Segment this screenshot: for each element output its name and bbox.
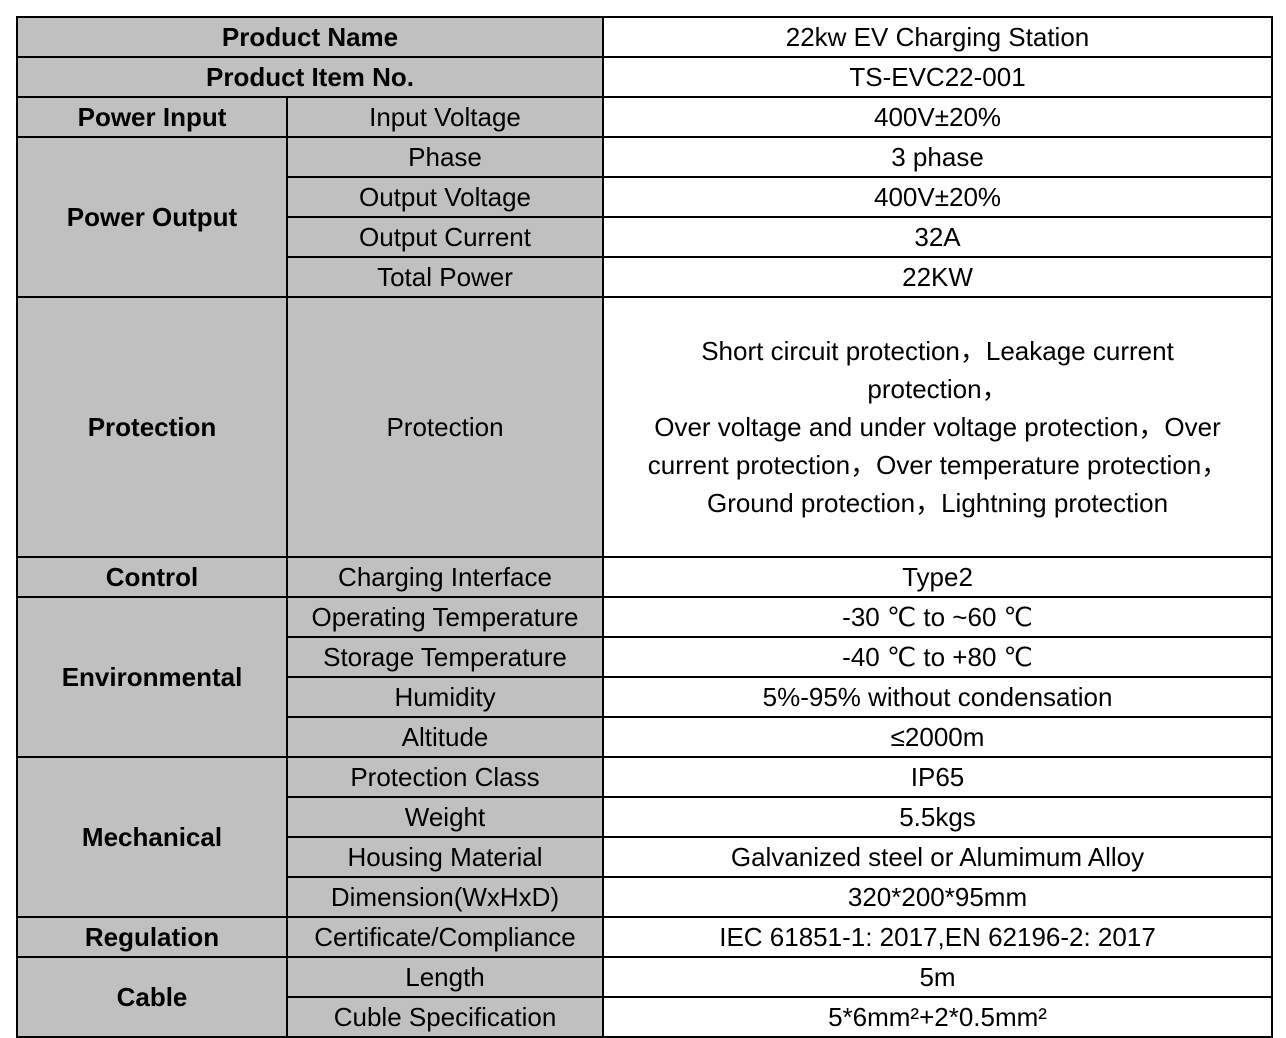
row-label: Output Voltage bbox=[285, 176, 605, 218]
category-cable: Cable bbox=[16, 956, 288, 1038]
row-label: Storage Temperature bbox=[285, 636, 605, 678]
category-power-output: Power Output bbox=[16, 136, 288, 298]
table-row: Power Output Phase 3 phase bbox=[16, 136, 1274, 298]
product-name-value: 22kw EV Charging Station bbox=[602, 16, 1274, 58]
category-power-input: Power Input bbox=[16, 96, 288, 138]
row-label: Altitude bbox=[285, 716, 605, 758]
row-value: Type2 bbox=[602, 556, 1274, 598]
row-value: IEC 61851-1: 2017,EN 62196-2: 2017 bbox=[602, 916, 1274, 958]
row-label: Input Voltage bbox=[285, 96, 605, 138]
table-row: Power Input Input Voltage 400V±20% bbox=[16, 96, 1274, 138]
table-row: Altitude ≤2000m bbox=[17, 716, 1274, 758]
protection-line: current protection，Over temperature prot… bbox=[647, 450, 1228, 480]
table-row: Protection Protection Short circuit prot… bbox=[16, 296, 1274, 558]
table-row: Dimension(WxHxD) 320*200*95mm bbox=[17, 876, 1274, 918]
row-value: ≤2000m bbox=[602, 716, 1274, 758]
category-environmental: Environmental bbox=[16, 596, 288, 758]
row-label: Total Power bbox=[285, 256, 605, 298]
row-label: Length bbox=[285, 956, 605, 998]
table-row: Humidity 5%-95% without condensation bbox=[17, 676, 1274, 718]
row-label: Cuble Specification bbox=[285, 996, 605, 1038]
row-value: -30 ℃ to ~60 ℃ bbox=[602, 596, 1274, 638]
spec-table: Product Name 22kw EV Charging Station Pr… bbox=[15, 16, 1274, 1038]
row-value: 320*200*95mm bbox=[602, 876, 1274, 918]
table-row: Control Charging Interface Type2 bbox=[16, 556, 1274, 598]
row-label: Output Current bbox=[285, 216, 605, 258]
category-protection: Protection bbox=[16, 296, 288, 558]
row-label: Certificate/Compliance bbox=[285, 916, 605, 958]
category-mechanical: Mechanical bbox=[16, 756, 288, 918]
table-row: Mechanical Protection Class IP65 bbox=[16, 756, 1274, 918]
protection-line: Ground protection，Lightning protection bbox=[706, 488, 1169, 518]
row-label: Protection bbox=[285, 296, 605, 558]
table-row: Output Current 32A bbox=[17, 216, 1274, 258]
row-label: Charging Interface bbox=[285, 556, 605, 598]
row-label: Housing Material bbox=[285, 836, 605, 878]
product-item-value: TS-EVC22-001 bbox=[602, 56, 1274, 98]
row-label: Humidity bbox=[285, 676, 605, 718]
row-label: Dimension(WxHxD) bbox=[285, 876, 605, 918]
row-label: Weight bbox=[285, 796, 605, 838]
row-value: IP65 bbox=[602, 756, 1274, 798]
row-label: Phase bbox=[285, 136, 605, 178]
row-label: Protection Class bbox=[285, 756, 605, 798]
category-regulation: Regulation bbox=[16, 916, 288, 958]
row-value: -40 ℃ to +80 ℃ bbox=[602, 636, 1274, 678]
protection-line: Short circuit protection，Leakage current bbox=[701, 336, 1174, 366]
row-value: 400V±20% bbox=[602, 96, 1274, 138]
row-value: 5.5kgs bbox=[602, 796, 1274, 838]
table-row: Product Item No. TS-EVC22-001 bbox=[15, 56, 1274, 98]
row-value: 22KW bbox=[602, 256, 1274, 298]
row-value: 5m bbox=[602, 956, 1274, 998]
table-row: Product Name 22kw EV Charging Station bbox=[15, 16, 1274, 58]
table-row: Housing Material Galvanized steel or Alu… bbox=[17, 836, 1274, 878]
table-row: Cable Length 5m bbox=[16, 956, 1274, 1038]
table-row: Storage Temperature -40 ℃ to +80 ℃ bbox=[17, 636, 1274, 678]
row-value: 3 phase bbox=[602, 136, 1274, 178]
product-name-label: Product Name bbox=[15, 16, 605, 58]
table-row: Output Voltage 400V±20% bbox=[17, 176, 1274, 218]
protection-line: Over voltage and under voltage protectio… bbox=[654, 412, 1221, 442]
row-value: 5*6mm²+2*0.5mm² bbox=[602, 996, 1274, 1038]
table-row: Regulation Certificate/Compliance IEC 61… bbox=[16, 916, 1274, 958]
product-item-label: Product Item No. bbox=[15, 56, 605, 98]
table-row: Weight 5.5kgs bbox=[17, 796, 1274, 838]
protection-description: Short circuit protection，Leakage current… bbox=[602, 296, 1274, 558]
row-label: Operating Temperature bbox=[285, 596, 605, 638]
table-row: Environmental Operating Temperature -30 … bbox=[16, 596, 1274, 758]
row-value: 32A bbox=[602, 216, 1274, 258]
protection-line: protection， bbox=[867, 374, 1008, 404]
category-control: Control bbox=[16, 556, 288, 598]
table-row: Total Power 22KW bbox=[17, 256, 1274, 298]
row-value: Galvanized steel or Alumimum Alloy bbox=[602, 836, 1274, 878]
row-value: 400V±20% bbox=[602, 176, 1274, 218]
row-value: 5%-95% without condensation bbox=[602, 676, 1274, 718]
